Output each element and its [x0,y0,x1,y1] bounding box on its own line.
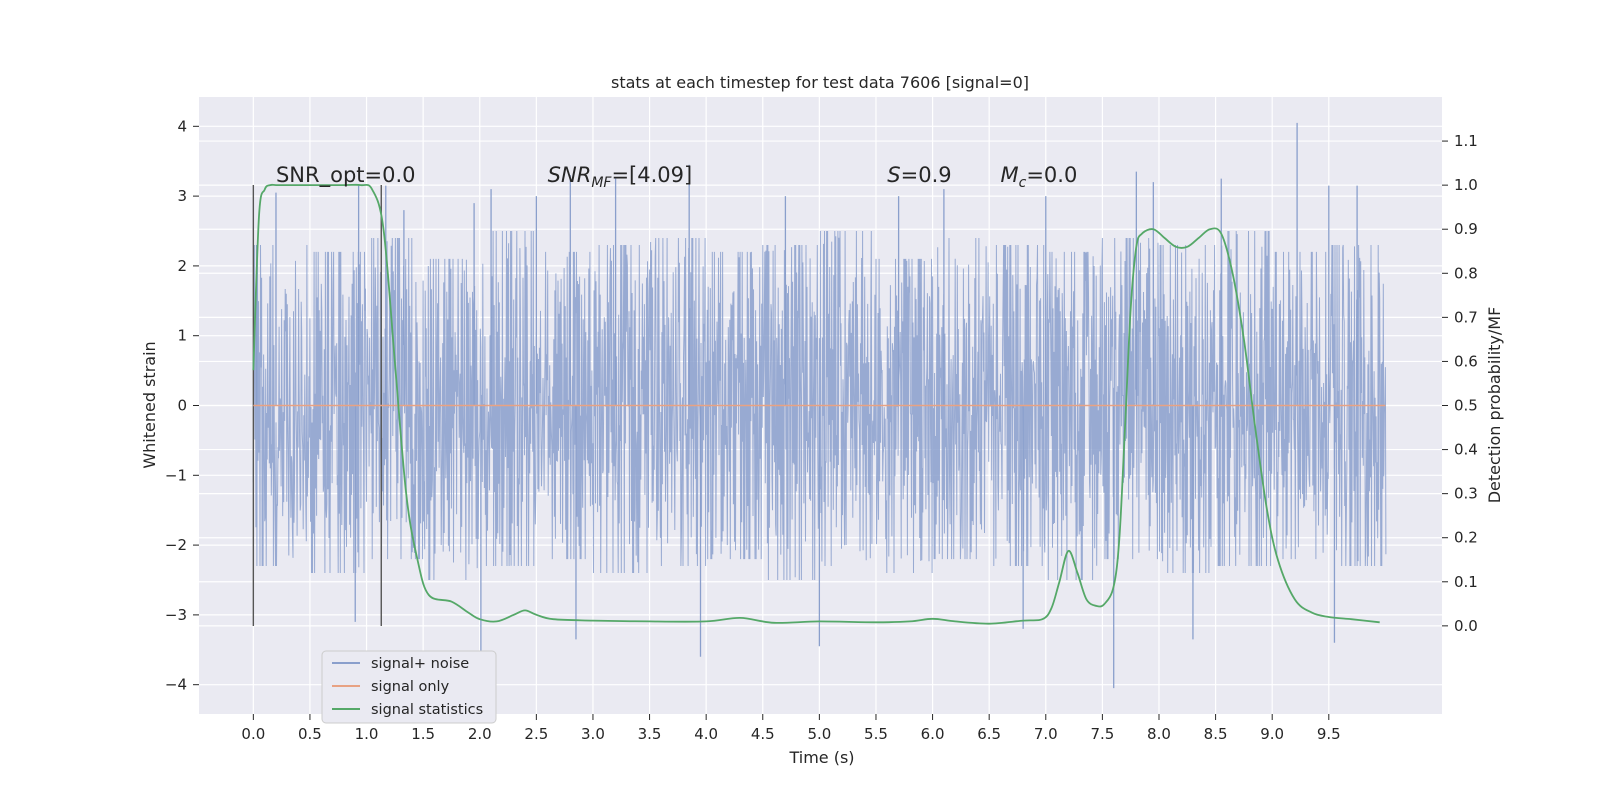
x-tick-label: 8.0 [1147,725,1171,743]
y-axis-ticks: 4 3 2 1 0 −1 −2 −3 −4 [165,117,199,694]
x-tick-label: 4.0 [694,725,718,743]
y-right-axis-ticks: 1.1 1.0 0.9 0.8 0.7 0.6 0.5 0.4 0.3 0.2 0.1 0.0 [1442,132,1478,635]
y-right-tick-label: 0.0 [1454,617,1478,635]
y-tick-label: 1 [177,327,187,345]
x-tick-label: 7.0 [1034,725,1058,743]
y-tick-label: 3 [177,187,187,205]
x-tick-label: 6.5 [977,725,1001,743]
x-tick-label: 9.5 [1317,725,1341,743]
y-tick-label: −3 [165,606,187,624]
x-tick-label: 1.5 [411,725,435,743]
y-right-tick-label: 0.7 [1454,308,1478,326]
y-tick-label: 4 [177,117,187,135]
legend-label-signal-only: signal only [371,679,450,695]
x-tick-label: 2.5 [524,725,548,743]
y-right-tick-label: 0.3 [1454,485,1478,503]
y-right-tick-label: 0.2 [1454,529,1478,547]
annotation-0: SNR_opt=0.0 [276,163,416,188]
signal-statistics-series [252,183,1380,625]
y-right-tick-label: 0.8 [1454,264,1478,282]
y-tick-label: −2 [165,536,187,554]
legend: signal+ noise signal only signal statist… [321,650,497,724]
y-right-tick-label: 0.6 [1454,352,1478,370]
legend-label-signal-plus-noise: signal+ noise [371,656,469,672]
x-tick-label: 1.0 [355,725,379,743]
x-tick-label: 4.5 [751,725,775,743]
x-tick-label: 2.0 [468,725,492,743]
y-axis-label: Whitened strain [140,341,159,468]
y-right-tick-label: 0.4 [1454,441,1478,459]
legend-label-signal-statistics: signal statistics [371,702,483,718]
x-tick-label: 3.0 [581,725,605,743]
x-tick-label: 5.0 [807,725,831,743]
legend-box [321,650,497,724]
x-axis-label: Time (s) [788,748,854,767]
y-right-tick-label: 0.5 [1454,397,1478,415]
annotation-3: Mc=0.0 [1000,163,1077,191]
y-tick-label: 2 [177,257,187,275]
x-tick-label: 6.0 [921,725,945,743]
y-tick-label: −4 [165,676,187,694]
chart-title: stats at each timestep for test data 760… [611,73,1029,92]
x-tick-label: 0.0 [241,725,265,743]
y-right-tick-label: 0.1 [1454,573,1478,591]
y-tick-label: 0 [177,397,187,415]
signal-plus-noise-series [252,122,1387,689]
annotations: SNR_opt=0.0 SNRMF=[4.09] S=0.9 Mc=0.0 [276,163,1077,191]
annotation-1: SNRMF=[4.09] [548,163,693,191]
y-right-tick-label: 0.9 [1454,220,1478,238]
x-tick-label: 5.5 [864,725,888,743]
x-tick-label: 7.5 [1090,725,1114,743]
y-tick-label: −1 [165,466,187,484]
y-right-tick-label: 1.0 [1454,176,1478,194]
x-tick-label: 8.5 [1204,725,1228,743]
y-right-axis-label: Detection probability/MF [1485,307,1504,504]
annotation-2: S=0.9 [887,163,951,187]
y-right-tick-label: 1.1 [1454,132,1478,150]
x-tick-label: 3.5 [638,725,662,743]
x-axis-ticks: 0.0 0.5 1.0 1.5 2.0 2.5 3.0 3.5 4.0 4.5 5.0 5.5 6.0 6… [241,714,1341,743]
x-tick-label: 0.5 [298,725,322,743]
signal-statistics-line [252,183,1380,625]
x-tick-label: 9.0 [1260,725,1284,743]
